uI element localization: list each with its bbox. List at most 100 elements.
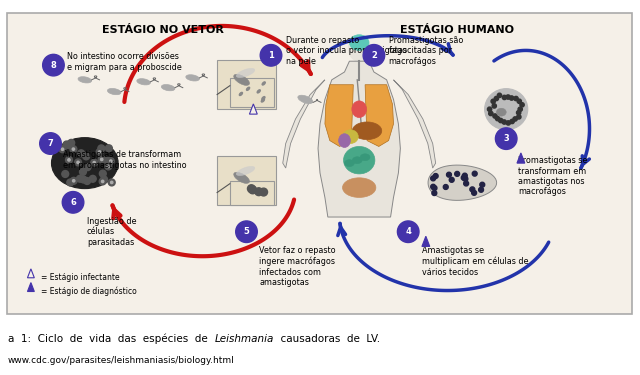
Ellipse shape bbox=[261, 99, 264, 102]
Text: Ingestião de
células
parasitadas: Ingestião de células parasitadas bbox=[87, 217, 136, 247]
Circle shape bbox=[517, 99, 522, 104]
Ellipse shape bbox=[352, 101, 367, 117]
Text: Durante o repasto
o vetor inocula promastigotas
na pele: Durante o repasto o vetor inocula promas… bbox=[285, 36, 406, 66]
Circle shape bbox=[70, 146, 77, 153]
Circle shape bbox=[100, 176, 108, 183]
Circle shape bbox=[499, 118, 503, 123]
Circle shape bbox=[43, 54, 64, 76]
Ellipse shape bbox=[239, 92, 243, 96]
Circle shape bbox=[79, 168, 86, 175]
Circle shape bbox=[255, 188, 262, 196]
Text: ESTÁGIO NO VETOR: ESTÁGIO NO VETOR bbox=[102, 25, 224, 35]
Circle shape bbox=[83, 153, 90, 160]
Ellipse shape bbox=[339, 134, 350, 147]
Circle shape bbox=[93, 162, 95, 164]
Circle shape bbox=[461, 176, 466, 180]
Circle shape bbox=[454, 171, 460, 176]
Circle shape bbox=[502, 95, 507, 100]
Ellipse shape bbox=[108, 88, 121, 95]
Text: 5: 5 bbox=[244, 227, 250, 236]
Ellipse shape bbox=[236, 68, 255, 78]
FancyBboxPatch shape bbox=[217, 60, 276, 109]
Ellipse shape bbox=[137, 79, 150, 85]
Circle shape bbox=[99, 170, 106, 177]
Circle shape bbox=[260, 188, 268, 196]
Circle shape bbox=[63, 141, 70, 148]
Circle shape bbox=[472, 171, 477, 176]
Circle shape bbox=[516, 111, 521, 115]
Circle shape bbox=[470, 187, 475, 192]
Ellipse shape bbox=[360, 154, 370, 160]
Circle shape bbox=[236, 221, 257, 243]
Circle shape bbox=[106, 145, 113, 152]
FancyBboxPatch shape bbox=[230, 181, 274, 205]
Text: www.cdc.gov/parasites/leishmaniasis/biology.html: www.cdc.gov/parasites/leishmaniasis/biol… bbox=[8, 356, 235, 365]
Circle shape bbox=[495, 117, 500, 121]
FancyBboxPatch shape bbox=[217, 156, 276, 205]
Circle shape bbox=[479, 188, 483, 192]
Polygon shape bbox=[428, 165, 497, 200]
Circle shape bbox=[431, 176, 436, 181]
Ellipse shape bbox=[51, 138, 118, 189]
Circle shape bbox=[432, 186, 437, 190]
Ellipse shape bbox=[342, 130, 358, 144]
Ellipse shape bbox=[78, 77, 92, 83]
Circle shape bbox=[90, 176, 96, 182]
Circle shape bbox=[432, 190, 436, 195]
Circle shape bbox=[494, 96, 499, 100]
Circle shape bbox=[488, 107, 492, 111]
Circle shape bbox=[516, 115, 521, 119]
Circle shape bbox=[62, 192, 84, 213]
Circle shape bbox=[102, 180, 104, 183]
Circle shape bbox=[514, 96, 518, 100]
Ellipse shape bbox=[262, 97, 265, 100]
Circle shape bbox=[72, 148, 75, 150]
Circle shape bbox=[518, 107, 522, 111]
Circle shape bbox=[61, 148, 63, 150]
Circle shape bbox=[493, 114, 497, 118]
Circle shape bbox=[77, 175, 83, 182]
Ellipse shape bbox=[484, 88, 528, 130]
Circle shape bbox=[491, 99, 495, 104]
Circle shape bbox=[506, 95, 510, 99]
Circle shape bbox=[80, 176, 87, 183]
Circle shape bbox=[520, 103, 524, 107]
Circle shape bbox=[108, 179, 115, 186]
Polygon shape bbox=[365, 85, 394, 147]
Circle shape bbox=[248, 185, 255, 193]
Circle shape bbox=[462, 173, 467, 178]
Circle shape bbox=[463, 177, 468, 182]
Circle shape bbox=[103, 157, 110, 164]
Circle shape bbox=[72, 180, 75, 182]
Circle shape bbox=[91, 159, 98, 166]
Circle shape bbox=[480, 182, 484, 187]
Circle shape bbox=[363, 45, 385, 66]
Circle shape bbox=[100, 158, 103, 160]
Circle shape bbox=[495, 128, 517, 149]
Polygon shape bbox=[28, 269, 35, 278]
Text: Amastigotas de transformam
em promastigotas no intestino: Amastigotas de transformam em promastigo… bbox=[63, 150, 187, 170]
Circle shape bbox=[472, 190, 477, 195]
Circle shape bbox=[99, 156, 105, 163]
Circle shape bbox=[513, 117, 517, 121]
Ellipse shape bbox=[348, 36, 370, 61]
Circle shape bbox=[109, 160, 112, 162]
Ellipse shape bbox=[236, 166, 255, 176]
Circle shape bbox=[489, 111, 493, 116]
Circle shape bbox=[464, 181, 468, 186]
Ellipse shape bbox=[298, 95, 313, 104]
Text: 2: 2 bbox=[371, 51, 377, 60]
Circle shape bbox=[397, 221, 419, 243]
Polygon shape bbox=[325, 85, 353, 147]
Polygon shape bbox=[422, 236, 430, 246]
Circle shape bbox=[502, 120, 506, 124]
Text: No intestino ocorre divisões
e migram para a proboscide: No intestino ocorre divisões e migram pa… bbox=[67, 53, 182, 72]
Ellipse shape bbox=[497, 108, 506, 116]
Ellipse shape bbox=[161, 84, 175, 91]
Text: = Estágio de diagnóstico: = Estágio de diagnóstico bbox=[41, 287, 136, 296]
Text: 4: 4 bbox=[405, 227, 411, 236]
Circle shape bbox=[59, 146, 66, 153]
Ellipse shape bbox=[262, 82, 265, 85]
Circle shape bbox=[67, 179, 74, 186]
Circle shape bbox=[260, 45, 282, 66]
